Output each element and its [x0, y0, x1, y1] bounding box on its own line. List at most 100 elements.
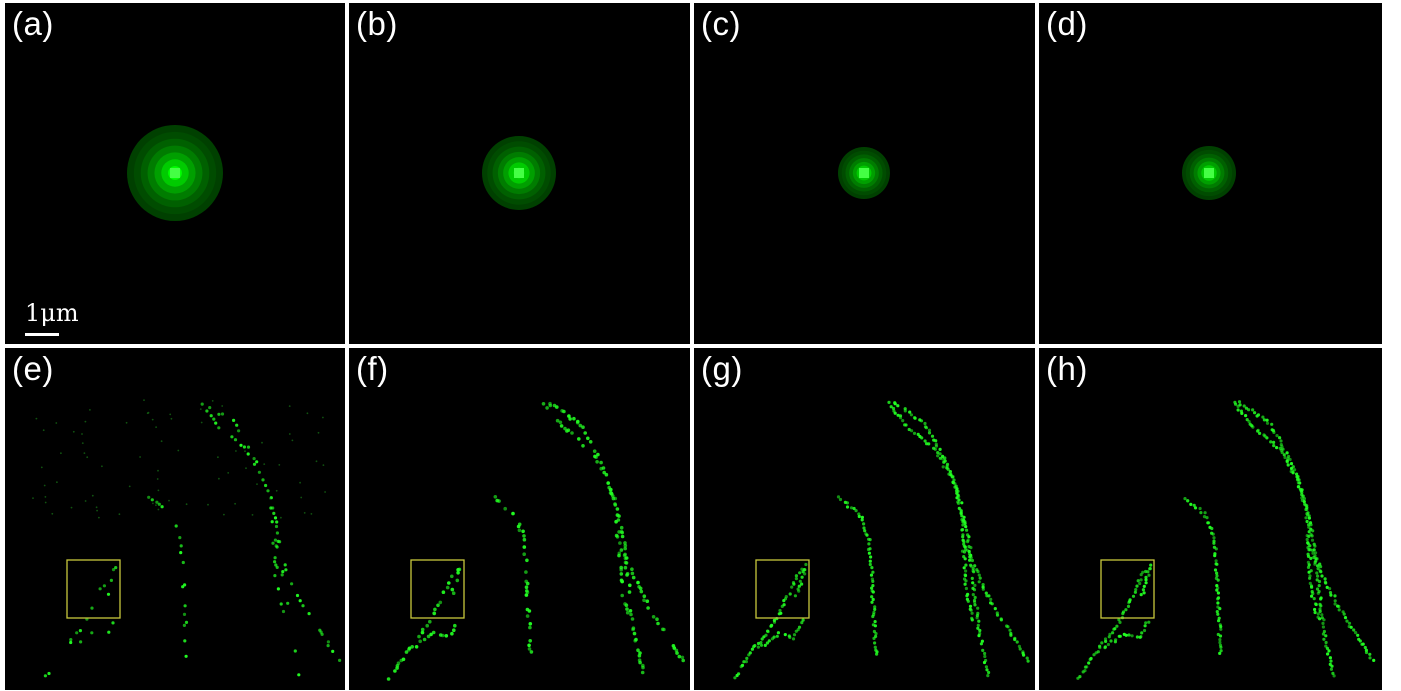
localization-dot: [942, 460, 946, 464]
localization-dot: [497, 499, 501, 503]
localization-dot: [1314, 559, 1318, 563]
localization-dot: [298, 599, 302, 603]
localization-dot: [581, 425, 585, 429]
background-dot: [42, 429, 45, 432]
localization-dot: [772, 635, 776, 639]
localization-dot: [638, 651, 642, 655]
localization-dot: [183, 604, 187, 608]
localization-dot: [1244, 414, 1248, 418]
localization-dot: [1289, 466, 1294, 471]
localization-dot: [1324, 640, 1328, 645]
localization-dot: [909, 413, 913, 417]
localization-dot: [237, 429, 241, 433]
localization-dot: [109, 578, 113, 582]
localization-dot: [908, 410, 912, 414]
localization-dot: [276, 587, 280, 591]
background-dot: [81, 433, 83, 435]
localization-dot: [1237, 400, 1242, 404]
localization-dot: [803, 572, 807, 576]
localization-dot: [1315, 571, 1319, 575]
localization-dot: [1215, 571, 1219, 575]
localization-dot: [863, 529, 867, 533]
localization-dot: [1124, 608, 1128, 612]
psf-spot: [127, 125, 223, 221]
localization-dot: [624, 561, 629, 565]
localization-dot: [1308, 574, 1312, 578]
localization-dot: [987, 594, 991, 598]
localization-dot: [1126, 604, 1131, 608]
background-dot: [89, 409, 91, 411]
localization-dot: [596, 452, 600, 457]
localization-dot: [1118, 620, 1122, 624]
localization-dot: [280, 573, 284, 577]
localization-dot: [1307, 516, 1311, 520]
localization-dot: [284, 568, 288, 572]
localization-dot: [854, 509, 858, 513]
localization-dot: [973, 583, 977, 587]
localization-dot: [401, 657, 406, 662]
localization-dot: [1306, 513, 1310, 517]
localization-dot: [233, 438, 238, 442]
localization-dot: [972, 588, 977, 592]
localization-dot: [1131, 594, 1136, 598]
localization-dot: [220, 412, 225, 416]
localization-dot: [1326, 652, 1330, 656]
localization-dot: [1310, 538, 1315, 542]
localization-dot: [927, 428, 932, 432]
psf-core: [170, 168, 180, 178]
localization-dot: [209, 414, 213, 418]
localization-dot: [961, 523, 965, 527]
localization-dot: [608, 491, 613, 495]
localization-dot: [1368, 652, 1372, 656]
localization-dot: [871, 579, 875, 583]
background-dot: [157, 508, 160, 511]
localization-dot: [567, 414, 571, 418]
localization-dot: [874, 632, 878, 636]
localization-dot: [208, 406, 212, 410]
localization-dot: [1311, 551, 1315, 555]
localization-dot: [964, 563, 968, 567]
localization-dot: [1216, 578, 1220, 582]
localization-dot: [608, 488, 613, 492]
background-dot: [244, 450, 246, 453]
localization-dot: [630, 617, 635, 621]
localization-dot: [962, 540, 966, 544]
localization-dot: [566, 428, 571, 432]
localization-dot: [801, 618, 805, 622]
localization-dot: [396, 661, 401, 665]
localization-dot: [973, 603, 977, 607]
localization-dot: [1313, 607, 1317, 612]
localization-dot: [252, 457, 256, 461]
localization-dot: [184, 620, 189, 624]
localization-dot: [1017, 644, 1021, 648]
localization-dot: [410, 645, 414, 649]
localization-dot: [1313, 562, 1317, 566]
localization-dot: [978, 576, 982, 580]
localization-dot: [1322, 637, 1326, 641]
localization-dot: [1144, 621, 1148, 625]
localization-dot: [1310, 594, 1314, 598]
localization-dot: [1128, 598, 1132, 602]
localization-dot: [784, 595, 788, 599]
localization-dot: [1322, 618, 1326, 622]
localization-dot: [548, 403, 553, 408]
localization-dot: [111, 568, 116, 572]
localization-dot: [205, 409, 209, 413]
localization-dot: [1297, 485, 1301, 489]
localization-dot: [107, 630, 111, 634]
localization-dot: [1217, 619, 1221, 623]
localization-dot: [246, 452, 250, 456]
background-dot: [315, 460, 318, 463]
localization-dot: [793, 594, 797, 598]
localization-dot: [1272, 440, 1276, 444]
localization-dot: [1291, 470, 1295, 474]
localization-dot: [767, 639, 771, 643]
localization-dot: [1127, 633, 1131, 637]
localization-dot: [963, 573, 968, 578]
localization-dot: [106, 592, 111, 596]
localization-dot: [794, 577, 798, 581]
localization-dot: [871, 590, 875, 594]
background-dot: [96, 509, 98, 512]
localization-dot: [1096, 650, 1100, 654]
